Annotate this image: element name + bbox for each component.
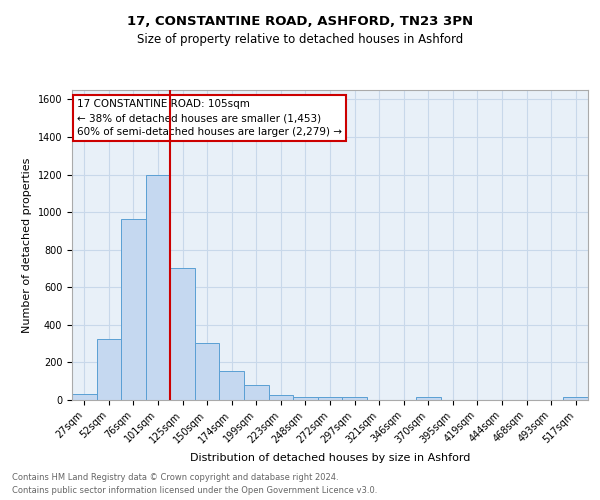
Bar (146, 174, 170, 400)
Bar (563, 397, 588, 400)
Y-axis label: Number of detached properties: Number of detached properties (22, 158, 32, 332)
Bar (416, 397, 440, 400)
Text: 17 CONSTANTINE ROAD: 105sqm
← 38% of detached houses are smaller (1,453)
60% of : 17 CONSTANTINE ROAD: 105sqm ← 38% of det… (77, 100, 342, 138)
Text: 17, CONSTANTINE ROAD, ASHFORD, TN23 3PN: 17, CONSTANTINE ROAD, ASHFORD, TN23 3PN (127, 15, 473, 28)
Bar (195, 342, 220, 400)
Bar (72, 394, 97, 400)
Bar (269, 395, 293, 400)
X-axis label: Distribution of detached houses by size in Ashford: Distribution of detached houses by size … (190, 453, 470, 463)
Bar (220, 371, 244, 400)
Bar (97, 339, 121, 400)
Text: Contains HM Land Registry data © Crown copyright and database right 2024.
Contai: Contains HM Land Registry data © Crown c… (12, 474, 377, 495)
Text: Size of property relative to detached houses in Ashford: Size of property relative to detached ho… (137, 32, 463, 46)
Bar (293, 396, 318, 400)
Bar (170, 268, 195, 400)
Bar (121, 218, 146, 400)
Bar (342, 397, 367, 400)
Bar (318, 397, 342, 400)
Bar (244, 385, 269, 400)
